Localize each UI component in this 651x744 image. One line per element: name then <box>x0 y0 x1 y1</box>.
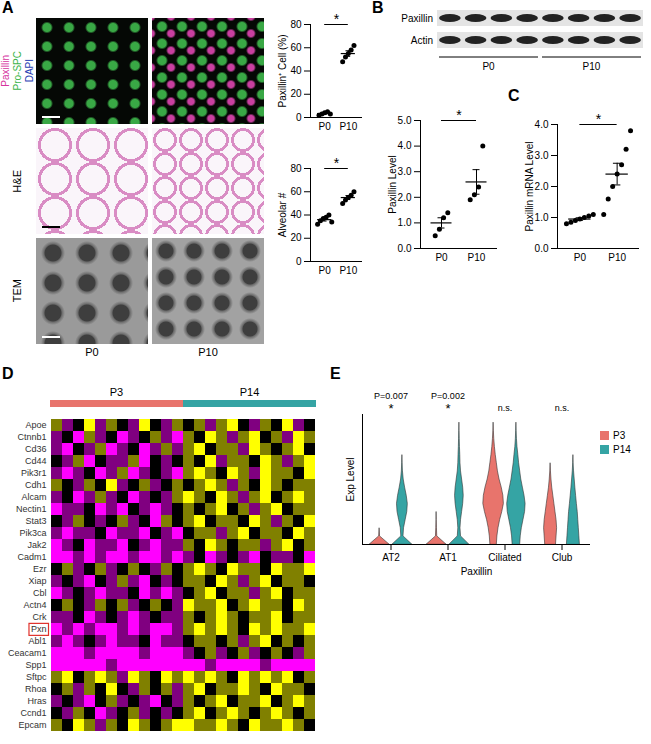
svg-text:Epcam: Epcam <box>18 720 46 730</box>
svg-text:*: * <box>456 107 462 123</box>
svg-text:Hras: Hras <box>27 696 47 706</box>
svg-text:P10: P10 <box>583 61 601 72</box>
svg-text:Alveolar #: Alveolar # <box>277 192 288 237</box>
svg-text:3.0: 3.0 <box>535 150 549 161</box>
svg-text:Paxillin⁺ Cell (%): Paxillin⁺ Cell (%) <box>277 34 288 107</box>
svg-text:Xiap: Xiap <box>28 576 46 586</box>
svg-text:20: 20 <box>290 88 302 99</box>
svg-text:Nectin1: Nectin1 <box>16 504 47 514</box>
svg-text:P10: P10 <box>339 265 357 276</box>
html-text:TEM: TEM <box>11 279 23 303</box>
svg-text:Ctnnb1: Ctnnb1 <box>17 432 46 442</box>
svg-text:20: 20 <box>290 232 302 243</box>
svg-text:0: 0 <box>296 112 302 123</box>
svg-text:*: * <box>388 401 393 416</box>
html-text:C: C <box>508 87 520 104</box>
svg-text:Paxillin Level: Paxillin Level <box>387 155 398 213</box>
svg-text:*: * <box>334 155 340 171</box>
svg-text:Ceacam1: Ceacam1 <box>8 648 47 658</box>
svg-text:Abl1: Abl1 <box>28 636 46 646</box>
svg-text:Ciliated: Ciliated <box>488 552 521 563</box>
svg-text:2.0: 2.0 <box>398 192 412 203</box>
svg-text:80: 80 <box>290 163 302 174</box>
svg-text:Spp1: Spp1 <box>25 660 46 670</box>
svg-text:n.s.: n.s. <box>498 403 513 413</box>
svg-text:Ezr: Ezr <box>33 564 47 574</box>
html-text:P14: P14 <box>613 444 631 455</box>
svg-text:Apoe: Apoe <box>25 420 46 430</box>
svg-text:AT1: AT1 <box>439 552 457 563</box>
svg-text:Paxillin: Paxillin <box>401 13 433 24</box>
html-text:B: B <box>372 0 384 16</box>
svg-text:n.s.: n.s. <box>555 403 570 413</box>
html-text:P0: P0 <box>85 346 99 358</box>
svg-text:Crk: Crk <box>33 612 47 622</box>
svg-text:Sftpc: Sftpc <box>26 672 47 682</box>
svg-text:Cdh1: Cdh1 <box>25 480 47 490</box>
svg-text:Paxillin mRNA Level: Paxillin mRNA Level <box>524 141 535 231</box>
svg-text:Cd36: Cd36 <box>25 444 47 454</box>
svg-text:40: 40 <box>290 65 302 76</box>
svg-text:P0: P0 <box>319 121 332 132</box>
svg-text:P0: P0 <box>435 252 448 263</box>
svg-text:3.0: 3.0 <box>398 166 412 177</box>
html-text:Paxillin: Paxillin <box>0 55 11 87</box>
svg-text:AT2: AT2 <box>382 552 400 563</box>
svg-text:0.0: 0.0 <box>398 243 412 254</box>
svg-text:80: 80 <box>290 19 302 30</box>
svg-text:Jak2: Jak2 <box>27 540 46 550</box>
html-text:P10: P10 <box>198 346 218 358</box>
svg-text:60: 60 <box>290 186 302 197</box>
svg-text:60: 60 <box>290 42 302 53</box>
html-text:P14: P14 <box>239 386 260 398</box>
svg-text:Pik3ca: Pik3ca <box>19 528 46 538</box>
svg-text:P0: P0 <box>574 252 587 263</box>
svg-text:P0: P0 <box>482 61 495 72</box>
svg-text:Rhoa: Rhoa <box>25 684 47 694</box>
svg-text:4.0: 4.0 <box>535 119 549 130</box>
svg-text:Pxn: Pxn <box>31 624 47 634</box>
svg-text:40: 40 <box>290 209 302 220</box>
svg-text:Alcam: Alcam <box>21 492 46 502</box>
html-text:P3: P3 <box>109 386 124 398</box>
svg-text:Paxillin: Paxillin <box>461 566 493 577</box>
svg-text:P10: P10 <box>608 252 626 263</box>
svg-text:4.0: 4.0 <box>398 140 412 151</box>
html-text:D: D <box>2 365 14 382</box>
svg-text:P=0.007: P=0.007 <box>374 391 408 401</box>
svg-text:*: * <box>334 11 340 27</box>
svg-text:5.0: 5.0 <box>398 115 412 126</box>
svg-text:P0: P0 <box>319 265 332 276</box>
html-text:P3: P3 <box>613 430 626 441</box>
svg-text:1.0: 1.0 <box>398 217 412 228</box>
svg-text:Cbl: Cbl <box>33 588 47 598</box>
svg-text:Ccnd1: Ccnd1 <box>20 708 46 718</box>
html-text:H&E: H&E <box>11 169 23 193</box>
svg-text:1.0: 1.0 <box>535 212 549 223</box>
svg-text:0.0: 0.0 <box>535 243 549 254</box>
html-text:A: A <box>2 0 14 16</box>
svg-text:P=0.002: P=0.002 <box>431 391 465 401</box>
svg-text:P10: P10 <box>339 121 357 132</box>
svg-text:P10: P10 <box>468 252 486 263</box>
svg-text:Cd44: Cd44 <box>25 456 47 466</box>
svg-text:Club: Club <box>552 552 573 563</box>
svg-text:Pik3r1: Pik3r1 <box>21 468 47 478</box>
svg-text:*: * <box>445 401 450 416</box>
svg-text:Actin: Actin <box>411 35 433 46</box>
html-text:Pro-SPC: Pro-SPC <box>11 51 23 91</box>
svg-text:Actn4: Actn4 <box>23 600 46 610</box>
html-text:DAPI: DAPI <box>23 59 35 83</box>
svg-text:Stat3: Stat3 <box>25 516 46 526</box>
html-text:E: E <box>330 365 341 382</box>
svg-text:2.0: 2.0 <box>535 181 549 192</box>
svg-text:0: 0 <box>296 256 302 267</box>
svg-text:Cadm1: Cadm1 <box>17 552 46 562</box>
svg-text:*: * <box>596 111 602 127</box>
svg-text:Exp Level: Exp Level <box>345 458 356 502</box>
